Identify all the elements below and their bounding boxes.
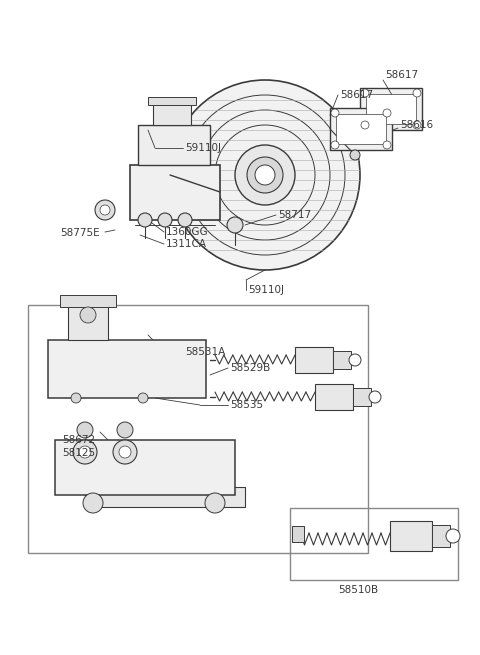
- Circle shape: [331, 141, 339, 149]
- Circle shape: [158, 213, 172, 227]
- Bar: [336, 114, 386, 144]
- Text: 58617: 58617: [340, 90, 373, 100]
- Text: 58672: 58672: [62, 435, 95, 445]
- Bar: [148, 97, 196, 105]
- Circle shape: [413, 121, 421, 129]
- Circle shape: [119, 446, 131, 458]
- Text: 58125: 58125: [62, 448, 95, 458]
- Text: 1360GG: 1360GG: [166, 227, 209, 237]
- Text: 59110J: 59110J: [248, 285, 284, 295]
- Circle shape: [113, 440, 137, 464]
- Text: 58531A: 58531A: [185, 347, 225, 357]
- Bar: [360, 88, 422, 130]
- Circle shape: [178, 213, 192, 227]
- Circle shape: [205, 493, 225, 513]
- Text: 1311CA: 1311CA: [166, 239, 207, 249]
- Bar: [315, 384, 353, 410]
- Bar: [85, 487, 245, 507]
- Bar: [333, 351, 351, 369]
- Bar: [153, 103, 191, 125]
- Circle shape: [117, 422, 133, 438]
- Circle shape: [383, 141, 391, 149]
- Circle shape: [446, 529, 460, 543]
- Bar: [28, 305, 368, 553]
- Circle shape: [79, 446, 91, 458]
- Circle shape: [77, 422, 93, 438]
- Bar: [292, 526, 304, 542]
- Circle shape: [349, 354, 361, 366]
- Circle shape: [247, 157, 283, 193]
- Circle shape: [369, 391, 381, 403]
- Circle shape: [235, 145, 295, 205]
- Bar: [60, 295, 116, 307]
- Text: 58717: 58717: [278, 210, 311, 220]
- Text: 58617: 58617: [385, 70, 418, 80]
- Bar: [432, 525, 450, 547]
- Bar: [290, 508, 458, 580]
- Text: 59110J: 59110J: [185, 143, 221, 153]
- Circle shape: [361, 89, 369, 97]
- Text: 58616: 58616: [400, 120, 433, 130]
- Circle shape: [383, 109, 391, 117]
- Text: 58775E: 58775E: [60, 228, 100, 238]
- Text: 58510B: 58510B: [338, 585, 378, 595]
- Circle shape: [138, 213, 152, 227]
- Circle shape: [361, 121, 369, 129]
- Bar: [390, 521, 432, 551]
- Circle shape: [170, 80, 360, 270]
- Circle shape: [95, 200, 115, 220]
- Bar: [295, 347, 333, 373]
- Bar: [330, 108, 392, 150]
- Circle shape: [100, 205, 110, 215]
- Circle shape: [71, 393, 81, 403]
- Text: 58535: 58535: [230, 400, 263, 410]
- Bar: [55, 440, 235, 495]
- Bar: [68, 305, 108, 340]
- Circle shape: [255, 165, 275, 185]
- Bar: [353, 388, 371, 406]
- Circle shape: [227, 217, 243, 233]
- Circle shape: [73, 440, 97, 464]
- Circle shape: [331, 109, 339, 117]
- Bar: [138, 125, 210, 165]
- Circle shape: [138, 393, 148, 403]
- Circle shape: [80, 307, 96, 323]
- Circle shape: [350, 150, 360, 160]
- Bar: [130, 165, 220, 220]
- Bar: [48, 340, 206, 398]
- Circle shape: [83, 493, 103, 513]
- Circle shape: [413, 89, 421, 97]
- Text: 58529B: 58529B: [230, 363, 270, 373]
- Bar: [366, 94, 416, 124]
